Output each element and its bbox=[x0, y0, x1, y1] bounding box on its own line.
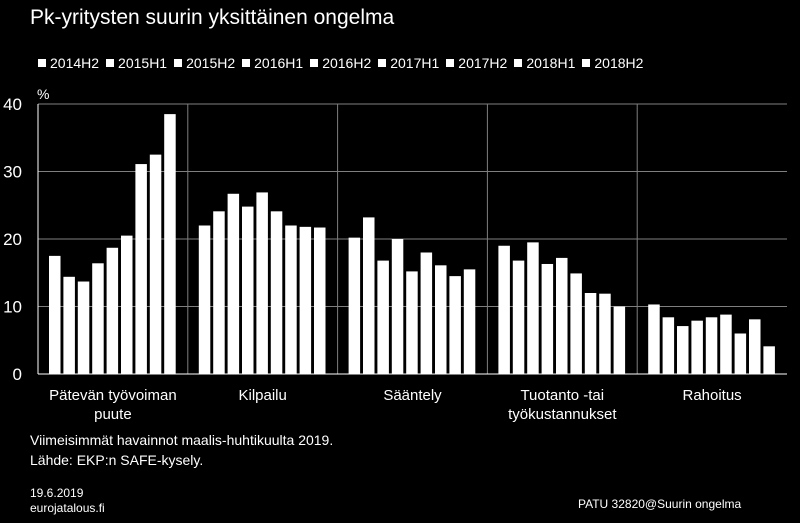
legend-label: 2016H2 bbox=[322, 55, 372, 71]
bar bbox=[463, 269, 476, 374]
legend-swatch bbox=[174, 59, 183, 67]
bar bbox=[121, 235, 133, 374]
bar bbox=[599, 293, 611, 374]
bar bbox=[449, 276, 461, 374]
bar bbox=[77, 281, 90, 374]
bar bbox=[527, 242, 539, 374]
site-label: eurojatalous.fi bbox=[30, 501, 105, 515]
legend-item: 2016H1 bbox=[242, 55, 303, 71]
y-tick-label: 20 bbox=[3, 230, 22, 249]
legend-label: 2018H2 bbox=[594, 55, 644, 71]
y-tick-label: 0 bbox=[13, 365, 22, 384]
legend: 2014H2 2015H1 2015H2 2016H1 2016H2 2017H1 2017… bbox=[38, 55, 650, 71]
bar bbox=[348, 237, 361, 374]
legend-swatch bbox=[310, 59, 319, 67]
x-category-label: Sääntely bbox=[383, 387, 442, 404]
bar bbox=[512, 260, 525, 374]
legend-swatch bbox=[378, 59, 387, 67]
legend-item: 2014H2 bbox=[38, 55, 99, 71]
bar bbox=[662, 317, 675, 374]
legend-swatch bbox=[38, 59, 46, 67]
bar bbox=[270, 211, 283, 374]
bar bbox=[256, 192, 268, 374]
legend-item: 2018H2 bbox=[582, 55, 643, 71]
bar bbox=[363, 217, 375, 374]
y-tick-label: 30 bbox=[3, 163, 22, 182]
footnote: Viimeisimmät havainnot maalis-huhtikuult… bbox=[30, 432, 334, 448]
x-category-label: Rahoitus bbox=[682, 387, 741, 404]
bar bbox=[420, 252, 433, 374]
date-label: 19.6.2019 bbox=[30, 486, 84, 500]
bar bbox=[749, 319, 761, 374]
bar bbox=[285, 225, 297, 374]
bar bbox=[92, 263, 104, 374]
legend-swatch bbox=[582, 59, 591, 67]
bar bbox=[213, 211, 225, 374]
chart-title: Pk-yritysten suurin yksittäinen ongelma bbox=[30, 6, 395, 29]
bar bbox=[498, 245, 510, 374]
chart-code-label: PATU 32820@Suurin ongelma bbox=[578, 497, 742, 511]
bar bbox=[135, 164, 147, 374]
bar bbox=[377, 260, 389, 374]
bar bbox=[705, 317, 718, 374]
bar bbox=[406, 271, 418, 374]
bar bbox=[198, 225, 211, 374]
source-note: Lähde: EKP:n SAFE-kysely. bbox=[30, 452, 204, 468]
x-category-label: Pätevän työvoiman bbox=[49, 387, 177, 404]
bar bbox=[149, 154, 162, 374]
bar bbox=[691, 320, 703, 374]
bar bbox=[556, 257, 568, 374]
legend-item: 2015H1 bbox=[106, 55, 167, 71]
legend-item: 2015H2 bbox=[174, 55, 235, 71]
bar bbox=[613, 306, 626, 374]
bar bbox=[570, 273, 582, 374]
x-category-label: Kilpailu bbox=[239, 387, 287, 404]
legend-swatch bbox=[446, 59, 455, 67]
legend-label: 2014H2 bbox=[50, 55, 100, 71]
bar bbox=[435, 265, 447, 374]
bar bbox=[584, 293, 597, 374]
legend-label: 2015H2 bbox=[186, 55, 236, 71]
legend-item: 2018H1 bbox=[514, 55, 575, 71]
bar bbox=[677, 326, 689, 374]
y-tick-label: 40 bbox=[3, 95, 22, 114]
x-category-label: Tuotanto -tai bbox=[520, 387, 604, 404]
legend-label: 2017H2 bbox=[458, 55, 508, 71]
bar bbox=[391, 239, 404, 374]
legend-item: 2017H2 bbox=[446, 55, 507, 71]
x-category-label: työkustannukset bbox=[508, 406, 617, 423]
bar bbox=[227, 193, 240, 374]
bar bbox=[242, 206, 254, 374]
legend-swatch bbox=[106, 59, 115, 67]
bar bbox=[164, 114, 176, 374]
legend-item: 2016H2 bbox=[310, 55, 371, 71]
bar bbox=[314, 227, 326, 374]
bar bbox=[763, 346, 775, 374]
bar bbox=[720, 314, 732, 374]
bar bbox=[299, 226, 312, 374]
bar bbox=[49, 255, 61, 374]
bar bbox=[106, 247, 119, 374]
legend-swatch bbox=[514, 59, 523, 67]
bar bbox=[541, 263, 554, 374]
y-axis-unit: % bbox=[37, 86, 50, 102]
legend-label: 2016H1 bbox=[254, 55, 304, 71]
legend-item: 2017H1 bbox=[378, 55, 439, 71]
bar bbox=[734, 333, 747, 374]
legend-swatch bbox=[242, 59, 251, 67]
y-tick-label: 10 bbox=[3, 298, 22, 317]
x-category-label: puute bbox=[94, 406, 132, 423]
legend-label: 2017H1 bbox=[390, 55, 440, 71]
legend-label: 2015H1 bbox=[118, 55, 168, 71]
legend-label: 2018H1 bbox=[526, 55, 576, 71]
bar bbox=[63, 276, 75, 374]
bar bbox=[648, 304, 660, 374]
